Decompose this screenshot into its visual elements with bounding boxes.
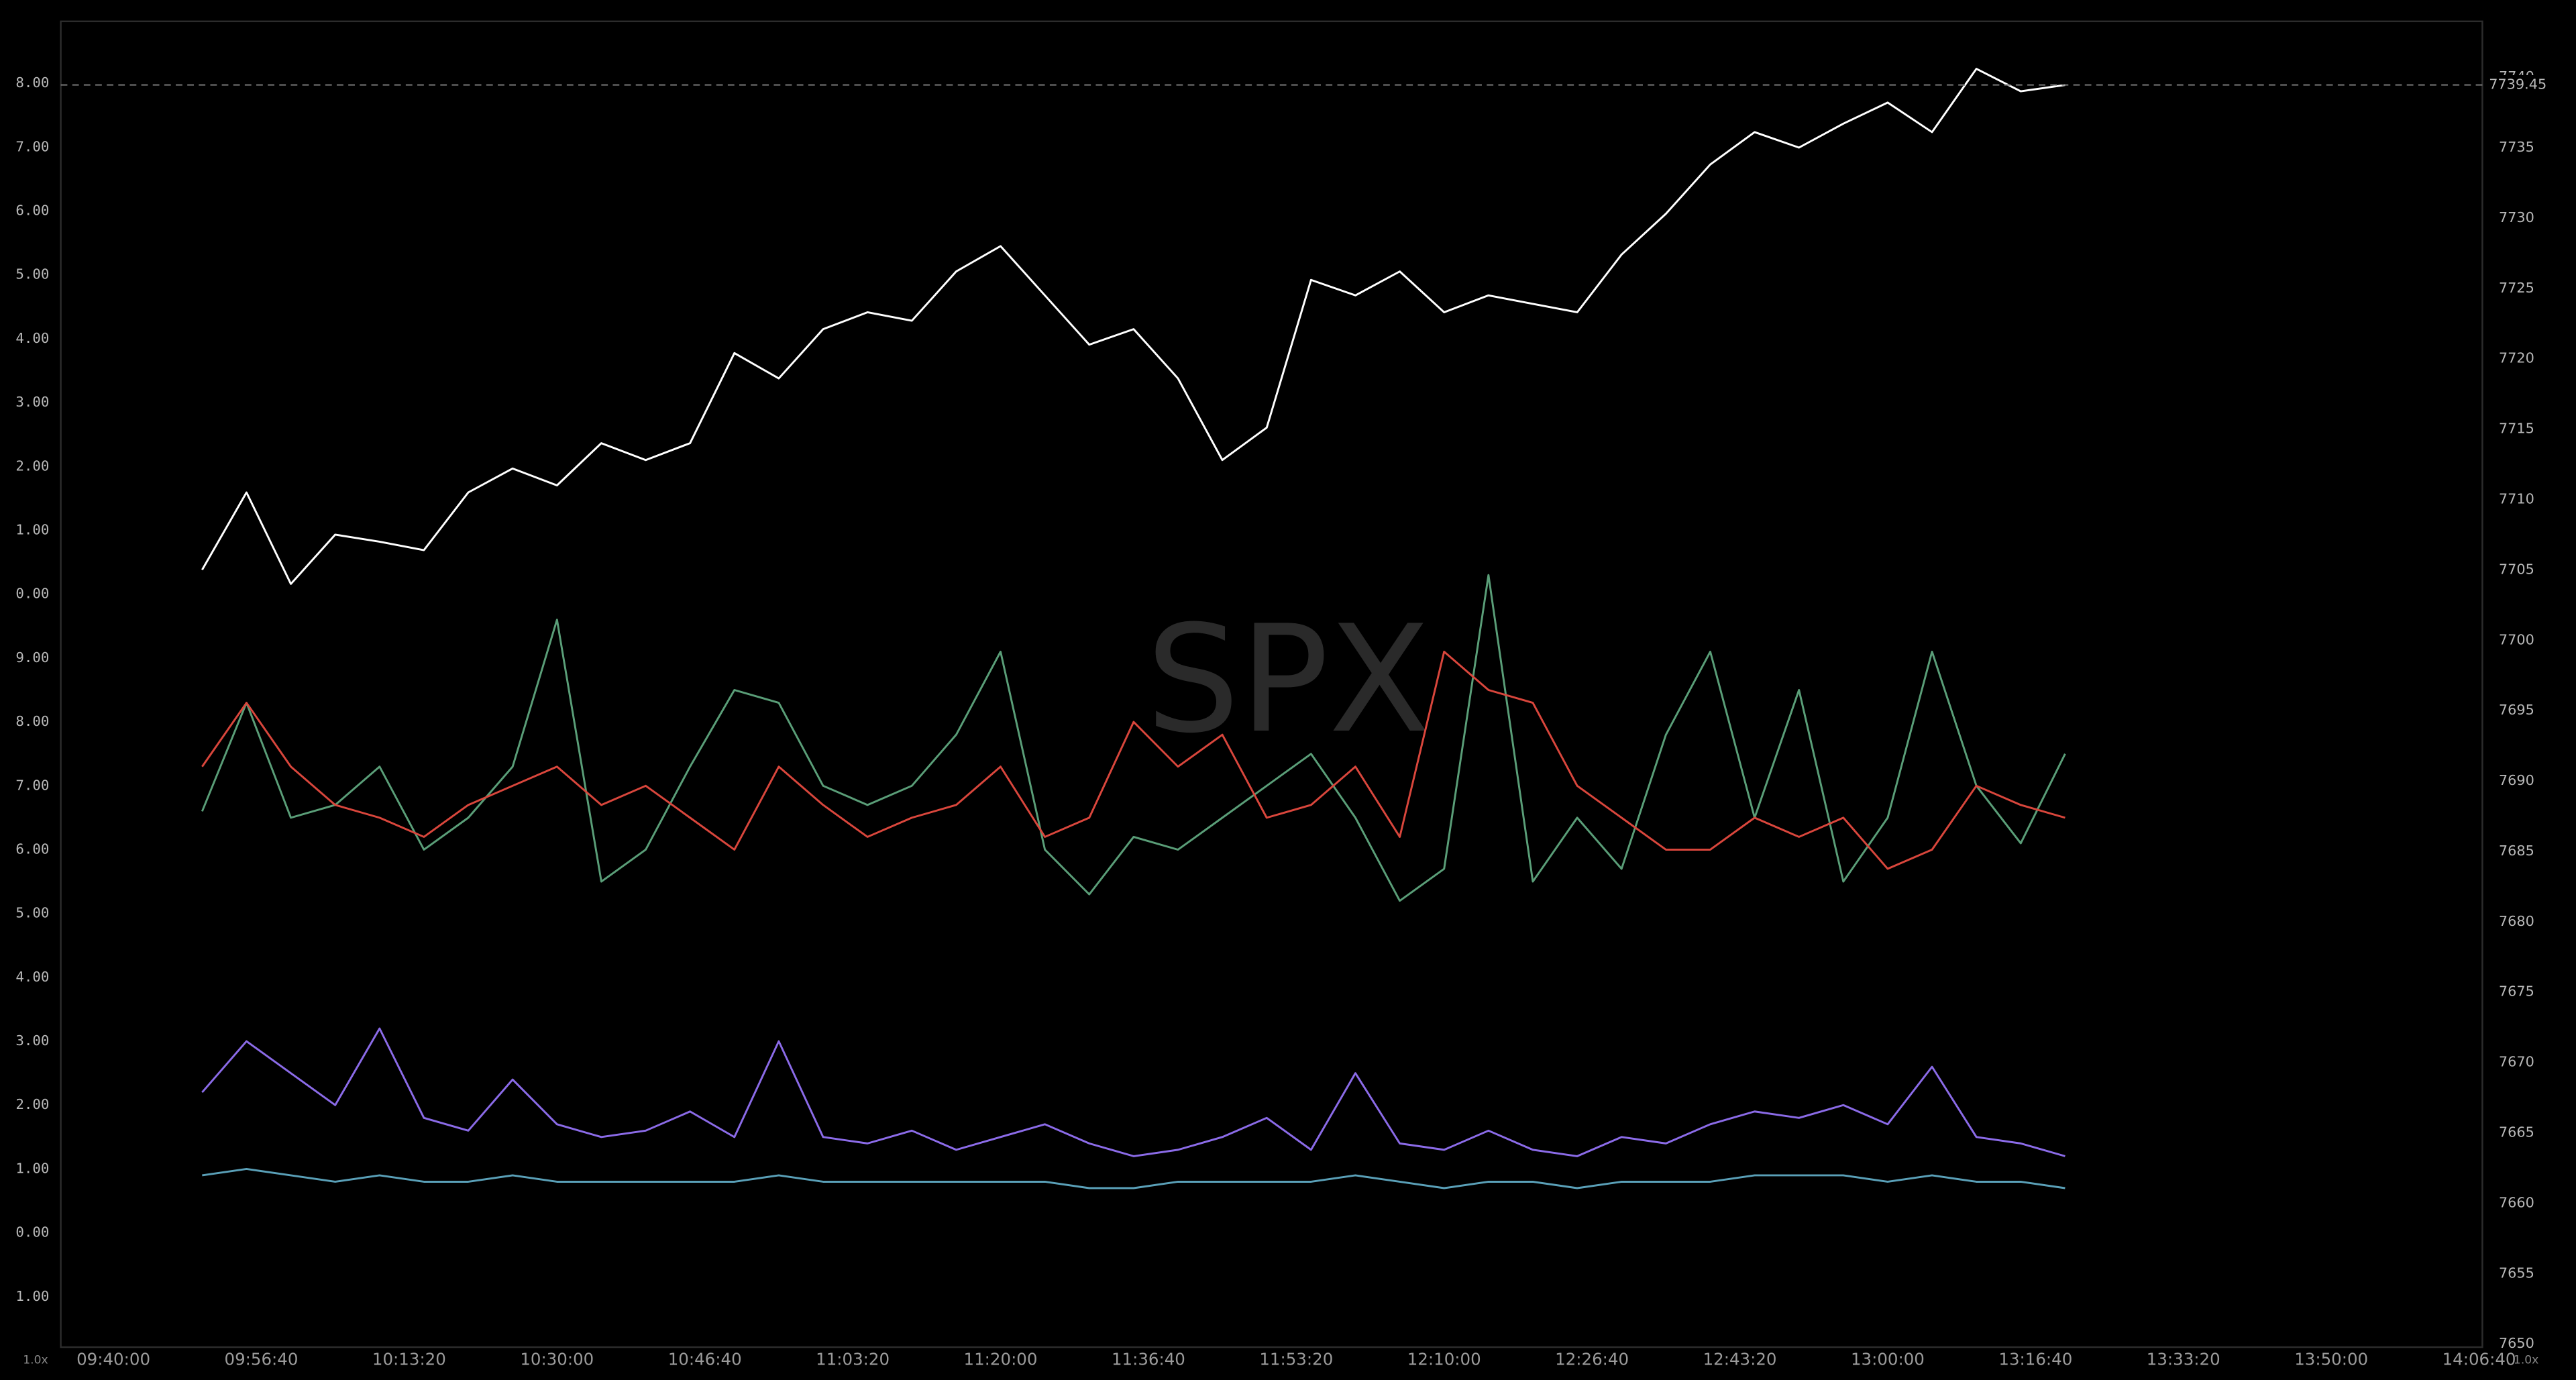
y-tick-label: 7.00 [15, 138, 49, 154]
y2-tick-label: 7675 [2499, 984, 2534, 1000]
last-price-label: 7739.45 [2489, 76, 2546, 93]
y-tick-label: 2.00 [15, 1096, 49, 1112]
y-tick-label: 3.00 [15, 1032, 49, 1049]
y-tick-label: 3.00 [15, 394, 49, 410]
y-tick-label: 1.00 [15, 522, 49, 538]
y-tick-label: 4.00 [15, 969, 49, 985]
y2-tick-label: 7650 [2499, 1335, 2534, 1351]
x-tick-label: 10:46:40 [668, 1350, 742, 1369]
y-tick-label: 7.00 [15, 777, 49, 793]
y-tick-label: 8.00 [15, 713, 49, 729]
x-tick-label: 11:03:20 [816, 1350, 890, 1369]
y2-tick-label: 7680 [2499, 913, 2534, 929]
y2-tick-label: 7660 [2499, 1194, 2534, 1210]
y2-tick-label: 7685 [2499, 843, 2534, 859]
zoom-label: 1.0x [2514, 1354, 2538, 1367]
plot-frame [60, 20, 2483, 1348]
last-price-box [2483, 74, 2550, 95]
y2-tick-label: 7735 [2499, 139, 2534, 155]
y-tick-label: 5.00 [15, 266, 49, 282]
y2-tick-label: 7665 [2499, 1124, 2534, 1140]
y-tick-label: 5.00 [15, 905, 49, 921]
x-tick-label: 10:13:20 [372, 1350, 446, 1369]
x-tick-label: 09:40:00 [76, 1350, 150, 1369]
series-line [201, 1027, 2065, 1157]
y-tick-label: 6.00 [15, 203, 49, 219]
y2-tick-label: 7710 [2499, 490, 2534, 507]
x-tick-label: 13:33:20 [2147, 1350, 2220, 1369]
y2-tick-label: 7720 [2499, 350, 2534, 366]
watermark: SPX [1146, 593, 1430, 765]
x-tick-label: 11:20:00 [964, 1350, 1038, 1369]
y2-tick-label: 7690 [2499, 772, 2534, 788]
x-tick-label: 11:53:20 [1259, 1350, 1333, 1369]
y-tick-label: 4.00 [15, 330, 49, 346]
x-tick-label: 13:16:40 [1998, 1350, 2072, 1369]
y2-tick-label: 7705 [2499, 561, 2534, 577]
x-tick-label: 09:56:40 [225, 1350, 299, 1369]
series-line [202, 1167, 2065, 1189]
y-tick-label: 8.00 [15, 74, 49, 91]
x-tick-label: 13:00:00 [1851, 1350, 1925, 1369]
y2-tick-label: 7725 [2499, 280, 2534, 296]
y2-tick-label: 7715 [2499, 421, 2534, 437]
y2-tick-label: 7730 [2499, 209, 2534, 225]
x-tick-label: 12:26:40 [1555, 1350, 1629, 1369]
y2-tick-label: 7655 [2499, 1265, 2534, 1281]
x-tick-label: 10:30:00 [520, 1350, 594, 1369]
y2-tick-label: 7700 [2499, 631, 2534, 647]
y-tick-label: 1.00 [15, 1288, 49, 1304]
y-tick-label: 0.00 [15, 1224, 49, 1240]
zoom-label: 1.0x [23, 1354, 48, 1367]
x-tick-label: 14:06:40 [2443, 1350, 2516, 1369]
y-tick-label: 6.00 [15, 841, 49, 857]
series-line [201, 68, 2065, 585]
y2-tick-label: 7695 [2499, 702, 2534, 718]
y2-tick-label: 7670 [2499, 1054, 2534, 1070]
series-line [201, 650, 2065, 870]
y-tick-label: 9.00 [15, 649, 49, 666]
y-tick-label: 2.00 [15, 458, 49, 474]
x-tick-label: 11:36:40 [1112, 1350, 1185, 1369]
x-tick-label: 12:10:00 [1407, 1350, 1481, 1369]
x-tick-label: 12:43:20 [1703, 1350, 1777, 1369]
y-tick-label: 0.00 [15, 586, 49, 602]
y-tick-label: 1.00 [15, 1160, 49, 1176]
x-tick-label: 13:50:00 [2294, 1350, 2368, 1369]
